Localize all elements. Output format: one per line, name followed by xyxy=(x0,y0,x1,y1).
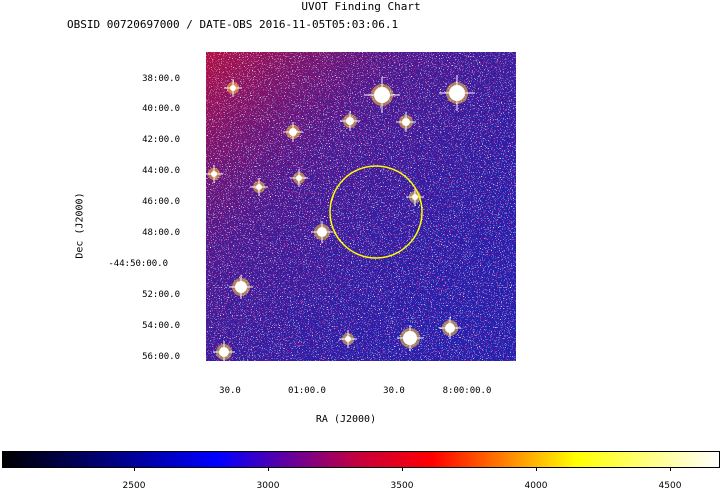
colorbar-tick-label: 4500 xyxy=(658,481,682,491)
y-tick-label: 42:00.0 xyxy=(142,135,180,145)
x-tick-label: 01:00.0 xyxy=(288,386,326,396)
chart-title: UVOT Finding Chart xyxy=(301,0,421,13)
y-tick-label: 56:00.0 xyxy=(142,352,180,362)
y-tick-label: 46:00.0 xyxy=(142,197,180,207)
colorbar-tick-mark xyxy=(536,467,537,471)
x-tick-label: 30.0 xyxy=(219,386,241,396)
colorbar-tick-mark xyxy=(402,467,403,471)
y-tick-label: 52:00.0 xyxy=(142,290,180,300)
sky-image-svg xyxy=(205,52,516,363)
source-region-circle xyxy=(329,165,423,259)
x-axis-label: RA (J2000) xyxy=(315,414,377,425)
colorbar-tick-label: 3500 xyxy=(390,481,414,491)
stars-layer xyxy=(205,75,475,363)
colorbar-tick-label: 2500 xyxy=(122,481,146,491)
sky-noise-white xyxy=(206,52,516,361)
chart-subtitle: OBSID 00720697000 / DATE-OBS 2016-11-05T… xyxy=(67,18,399,31)
colorbar-tick-mark xyxy=(268,467,269,471)
y-tick-label: 40:00.0 xyxy=(142,104,180,114)
y-axis-label: Dec (J2000) xyxy=(74,192,86,259)
x-tick-label: 30.0 xyxy=(383,386,405,396)
sky-image xyxy=(205,52,516,363)
colorbar-tick-label: 3000 xyxy=(256,481,280,491)
y-tick-label: 54:00.0 xyxy=(142,321,180,331)
colorbar-tick-mark xyxy=(134,467,135,471)
y-tick-label: 48:00.0 xyxy=(142,228,180,238)
x-tick-label: 8:00:00.0 xyxy=(442,386,492,396)
y-tick-label: -44:50:00.0 xyxy=(108,259,168,269)
y-tick-label: 38:00.0 xyxy=(142,74,180,84)
colorbar-tick-label: 4000 xyxy=(524,481,548,491)
colorbar-tick-mark xyxy=(670,467,671,471)
colorbar xyxy=(2,451,720,468)
y-tick-label: 44:00.0 xyxy=(142,166,180,176)
